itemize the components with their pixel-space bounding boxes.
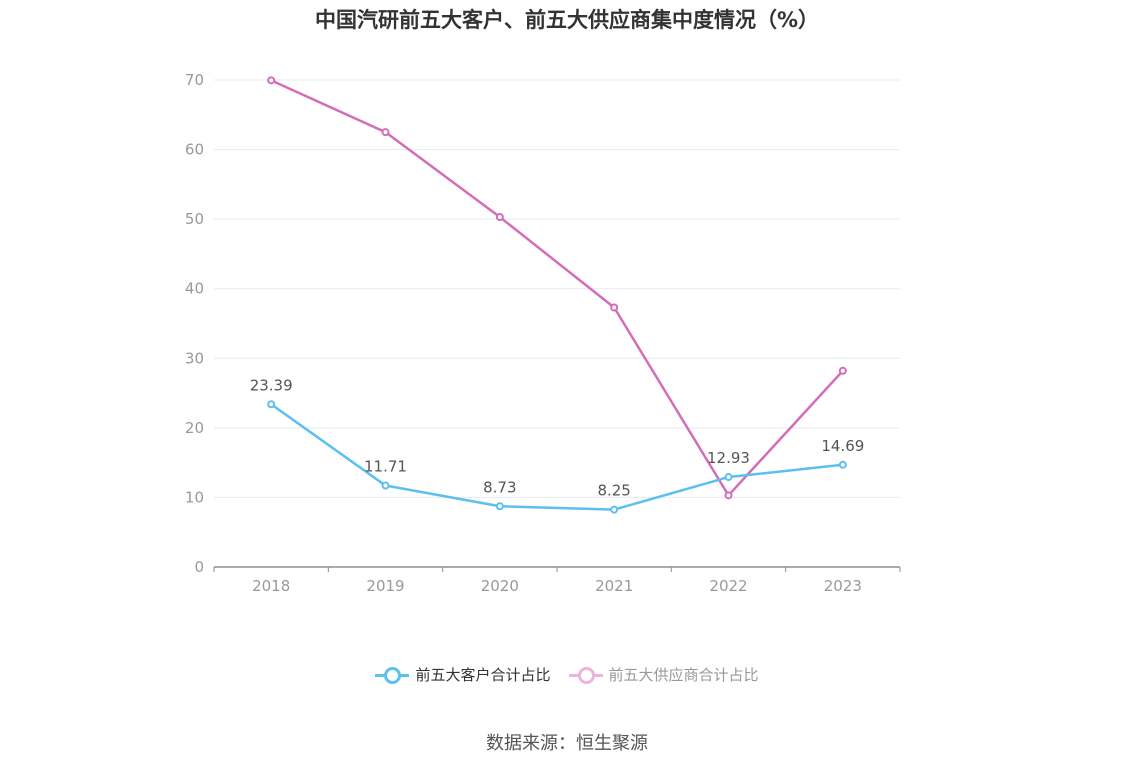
x-tick-label: 2019 (366, 577, 404, 595)
legend-marker-customers (375, 665, 410, 685)
y-tick-label: 40 (185, 280, 204, 298)
data-point (381, 128, 390, 137)
y-tick-label: 20 (185, 419, 204, 437)
x-tick-label: 2023 (824, 577, 862, 595)
data-label: 11.71 (364, 458, 407, 476)
data-label: 8.73 (483, 478, 516, 496)
series-line-0 (270, 403, 843, 511)
data-point (381, 481, 390, 490)
legend-item-customers[interactable]: 前五大客户合计占比 (375, 664, 551, 685)
y-tick-label: 30 (185, 349, 204, 367)
data-point (495, 502, 504, 511)
legend-item-suppliers[interactable]: 前五大供应商合计占比 (568, 664, 759, 685)
chart-title: 中国汽研前五大客户、前五大供应商集中度情况（%） (314, 8, 820, 32)
data-label: 12.93 (707, 449, 750, 467)
data-point (838, 460, 847, 469)
y-tick-label: 70 (185, 71, 204, 89)
y-tick-label: 0 (194, 558, 204, 576)
data-point (267, 76, 276, 85)
data-label: 23.39 (250, 376, 293, 394)
data-point (267, 400, 276, 409)
legend-label-suppliers: 前五大供应商合计占比 (608, 666, 759, 684)
data-label: 8.25 (597, 482, 630, 500)
y-tick-label: 50 (185, 210, 204, 228)
data-point (724, 473, 733, 482)
series-line-1 (270, 79, 844, 497)
data-point (495, 213, 504, 222)
legend-marker-suppliers (568, 665, 603, 685)
data-label: 14.69 (821, 437, 864, 455)
x-tick-label: 2020 (481, 577, 519, 595)
data-point (724, 491, 733, 500)
legend: 前五大客户合计占比 前五大供应商合计占比 (0, 664, 1134, 685)
y-tick-label: 10 (185, 488, 204, 506)
x-tick-label: 2022 (709, 577, 747, 595)
x-tick-label: 2018 (252, 577, 290, 595)
data-point (610, 505, 619, 514)
source-note: 数据来源：恒生聚源 (486, 733, 648, 754)
data-point (610, 303, 619, 312)
x-tick-label: 2021 (595, 577, 633, 595)
y-tick-label: 60 (185, 141, 204, 159)
legend-label-customers: 前五大客户合计占比 (415, 666, 551, 684)
data-point (838, 366, 847, 375)
